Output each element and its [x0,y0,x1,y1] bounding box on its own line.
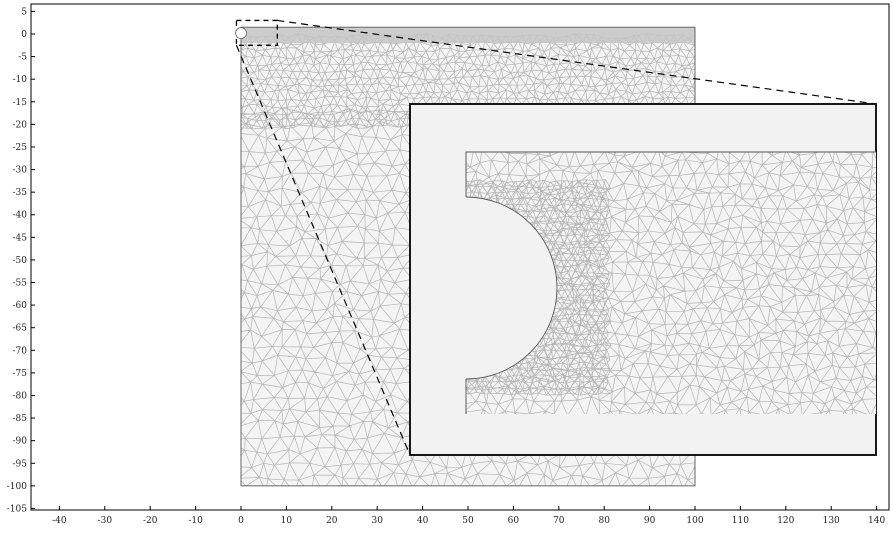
y-tick-label: -25 [13,143,28,153]
y-tick-label: -35 [13,188,28,198]
x-axis: -40 -30 -20 -10 0 10 20 30 40 50 60 70 80 90 100 110 120… [52,506,885,526]
zoom-connector-lines [235,19,877,456]
y-tick-label: -105 [7,504,27,514]
y-tick-label: -40 [13,211,28,221]
y-tick-label: 0 [21,30,27,40]
x-tick-label: 120 [777,516,794,526]
y-tick-label: -75 [13,369,28,379]
y-axis: 5 0 -5 -10 -15 -20 -25 -30 -35 -40 -45 -50 -55 -60 -65… [7,7,35,514]
x-tick-label: -10 [188,516,203,526]
zoom-inset [409,103,877,456]
y-tick-label: -85 [13,414,28,424]
x-tick-label: -30 [98,516,113,526]
y-tick-label: -30 [13,166,28,176]
x-tick-label: 90 [644,516,656,526]
x-tick-label: 130 [823,516,840,526]
y-tick-label: -5 [18,53,27,63]
x-tick-label: 70 [553,516,565,526]
x-tick-label: 10 [281,516,293,526]
x-tick-label: 40 [417,516,429,526]
y-tick-label: -70 [13,346,28,356]
hole-marker [235,27,247,39]
x-tick-label: 30 [371,516,383,526]
x-tick-label: 110 [732,516,749,526]
y-tick-label: -100 [7,482,27,492]
x-tick-label: 20 [326,516,338,526]
x-tick-label: 50 [462,516,474,526]
x-tick-label: -40 [52,516,67,526]
y-tick-label: -50 [13,256,28,266]
y-tick-label: -10 [13,75,28,85]
y-tick-label: 5 [21,7,27,17]
y-tick-label: -15 [13,98,28,108]
y-tick-label: -65 [13,324,28,334]
x-tick-label: -20 [143,516,158,526]
x-tick-label: 60 [508,516,520,526]
y-tick-label: -90 [13,437,28,447]
x-tick-label: 0 [238,516,244,526]
y-tick-label: -45 [13,233,28,243]
y-tick-label: -55 [13,279,28,289]
y-tick-label: -60 [13,301,28,311]
y-tick-label: -95 [13,459,28,469]
x-tick-label: 140 [868,516,885,526]
x-tick-label: 80 [598,516,610,526]
x-tick-label: 100 [686,516,703,526]
y-tick-label: -20 [13,120,28,130]
dense-mesh-band [241,27,695,44]
y-tick-label: -80 [13,391,28,401]
